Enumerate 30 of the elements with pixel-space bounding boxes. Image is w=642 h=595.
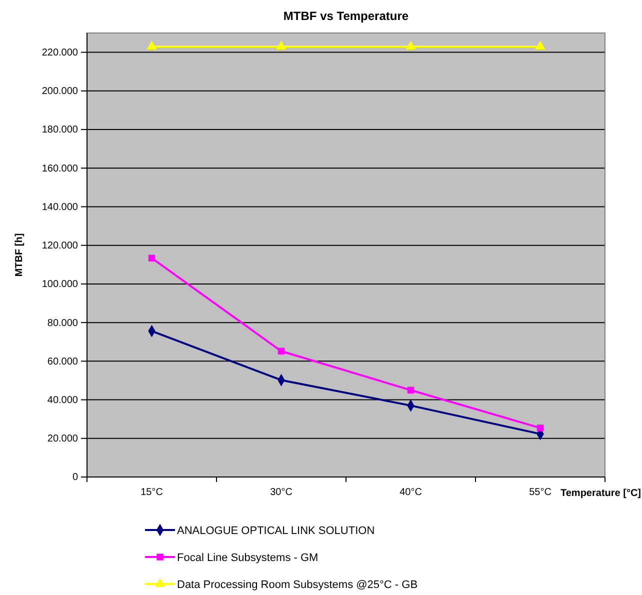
point xyxy=(146,40,157,50)
legend-label: ANALOGUE OPTICAL LINK SOLUTION xyxy=(177,525,375,537)
x-tick-label: 30°C xyxy=(270,487,292,498)
x-tick-label: 55°C xyxy=(529,487,552,498)
y-tick-label: 120.000 xyxy=(42,240,78,252)
y-tick-label: 0 xyxy=(72,472,78,484)
y-tick-label: 60.000 xyxy=(47,356,78,368)
y-tick-label: 160.000 xyxy=(42,163,78,174)
point xyxy=(278,348,285,354)
chart-title: MTBF vs Temperature xyxy=(283,9,409,23)
legend-label: Focal Line Subsystems - GM xyxy=(177,552,318,564)
y-axis-title: MTBF [h] xyxy=(14,233,25,277)
x-tick-label: 15°C xyxy=(140,487,163,498)
point xyxy=(276,40,286,50)
x-tick-label: 40°C xyxy=(400,487,422,498)
legend-label: Data Processing Room Subsystems @25°C - GB xyxy=(177,579,418,591)
y-tick-label: 100.000 xyxy=(42,279,78,290)
y-tick-label: 180.000 xyxy=(42,124,78,136)
point xyxy=(406,40,416,50)
point xyxy=(148,254,156,262)
y-tick-label: 220.000 xyxy=(42,48,78,59)
point xyxy=(535,40,546,50)
y-tick-label: 80.000 xyxy=(47,318,78,329)
y-tick-label: 20.000 xyxy=(47,434,78,445)
point xyxy=(536,424,544,432)
y-tick-label: 40.000 xyxy=(47,394,78,406)
point xyxy=(407,386,414,394)
x-axis-title: Temperature [°C] xyxy=(560,488,641,499)
y-tick-label: 140.000 xyxy=(42,202,78,213)
y-tick-label: 200.000 xyxy=(42,86,78,98)
